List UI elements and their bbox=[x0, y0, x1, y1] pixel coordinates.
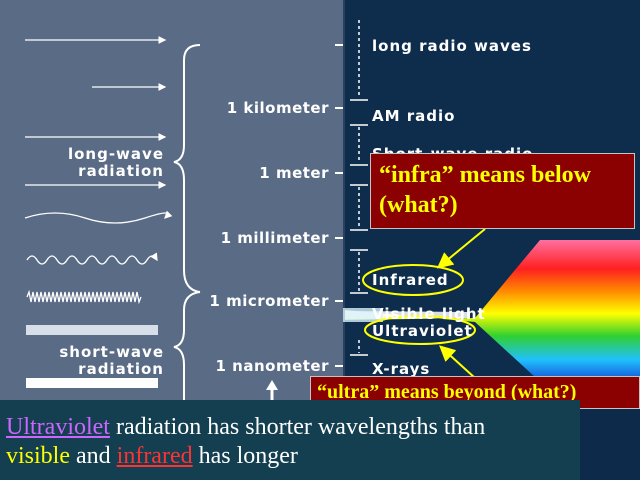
wave-8-dense bbox=[26, 325, 158, 335]
short-wave-line-1: short-wave bbox=[59, 343, 164, 361]
wave-samples bbox=[24, 36, 173, 305]
ultra-arrow bbox=[439, 345, 476, 379]
caption-infrared: infrared bbox=[116, 443, 193, 469]
caption-visible: visible bbox=[6, 443, 70, 469]
scale-label-nanometer: 1 nanometer bbox=[215, 357, 329, 375]
long-wave-brace bbox=[173, 44, 201, 293]
scale-label-millimeter: 1 millimeter bbox=[220, 229, 329, 247]
long-wave-line-2: radiation bbox=[78, 162, 164, 180]
wave-9-solid bbox=[26, 378, 158, 388]
caption-part-1: radiation has shorter wavelengths than bbox=[109, 414, 486, 440]
short-wave-brace bbox=[173, 291, 201, 400]
short-wave-line-2: radiation bbox=[78, 360, 164, 378]
scale-label-micrometer: 1 micrometer bbox=[209, 292, 329, 310]
scale-label-meter: 1 meter bbox=[259, 164, 329, 182]
infra-arrow bbox=[436, 228, 486, 269]
band-x-rays: X-rays bbox=[372, 360, 431, 378]
band-am-radio: AM radio bbox=[372, 107, 456, 125]
infrared-ellipse bbox=[362, 264, 464, 296]
caption-and: and bbox=[70, 443, 117, 469]
spectrum-beam bbox=[345, 240, 640, 400]
long-wave-line-1: long-wave bbox=[67, 145, 164, 163]
infra-callout-line-1: “infra” means below bbox=[379, 162, 591, 188]
band-ultraviolet: Ultraviolet bbox=[372, 322, 473, 340]
wave-7 bbox=[26, 289, 142, 305]
wave-6 bbox=[26, 252, 158, 265]
long-wave-label: long-wave radiation bbox=[68, 146, 164, 180]
caption-ultraviolet: Ultraviolet bbox=[6, 414, 110, 440]
infra-callout-line-2: (what?) bbox=[379, 192, 458, 218]
caption-part-2: has longer bbox=[192, 443, 298, 469]
beam-highlight bbox=[343, 308, 383, 322]
caption: Ultraviolet radiation has shorter wavele… bbox=[0, 400, 580, 480]
band-infrared: Infrared bbox=[372, 271, 449, 289]
ultraviolet-ellipse bbox=[364, 315, 476, 345]
scale-label-kilometer: 1 kilometer bbox=[226, 99, 329, 117]
infra-callout: “infra” means below (what?) bbox=[370, 153, 635, 229]
short-wave-label: short-wave radiation bbox=[59, 344, 164, 378]
scale-axis bbox=[343, 0, 345, 400]
band-visible-light: Visible light bbox=[372, 305, 486, 323]
up-arrow-head bbox=[266, 380, 278, 390]
wave-5 bbox=[24, 210, 173, 224]
band-long-radio: long radio waves bbox=[372, 37, 532, 55]
